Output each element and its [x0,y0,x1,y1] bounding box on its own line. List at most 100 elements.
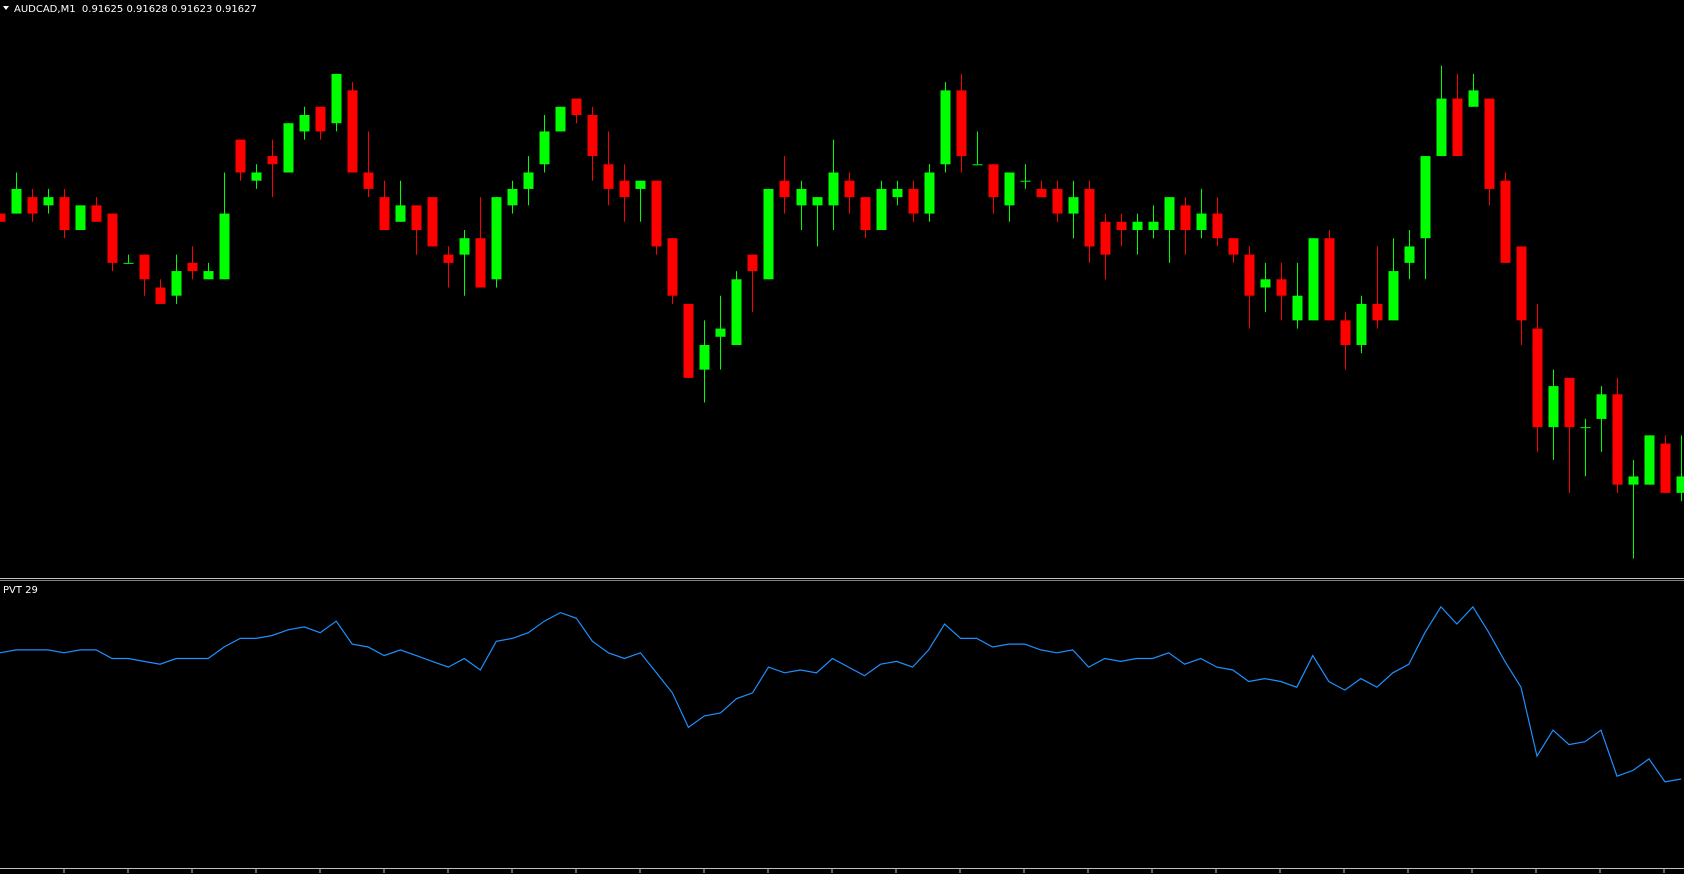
candle-body [523,172,534,189]
candle-body [203,271,214,280]
candle-body [347,90,358,173]
candle-body [1068,197,1079,214]
candle-body [1244,254,1255,296]
candle-body [1004,172,1015,206]
candle-body [155,287,166,304]
candle-body [715,328,726,337]
candle-body [1052,188,1063,214]
candle-body [1484,98,1495,189]
indicator-label: PVT 29 [3,585,38,596]
candle-body [1148,221,1159,230]
candle-body [75,205,86,230]
candle-body [411,205,422,230]
candle-body [1084,188,1095,247]
candle-body [59,197,70,230]
candle-body [796,188,807,206]
candle-body [491,197,502,280]
candle-body [828,172,839,206]
candle-body [1612,394,1623,485]
candle-body [1276,279,1287,296]
candle-body [1196,213,1207,230]
candle-body [363,172,374,189]
candle-body [0,213,6,222]
candle-body [395,205,406,222]
candle-body [1660,443,1671,493]
candle-body [1132,221,1143,230]
candle-body [667,238,678,296]
candle-body [1100,221,1111,255]
candle-body [539,131,550,165]
candle-body [587,115,598,157]
candle-body [731,279,742,345]
candle-body [1532,328,1543,428]
candle-body [779,180,790,198]
candle-body [475,238,486,288]
candle-body [1452,98,1463,157]
candle-body [1292,295,1303,321]
candle-body [43,197,54,206]
candle-body [267,156,278,165]
candle-body [1260,279,1271,288]
candle-body [1388,271,1399,321]
candle-body [1404,246,1415,263]
symbol-menu-arrow[interactable] [3,6,9,10]
candle-body [1676,476,1684,493]
candle-body [1180,205,1191,230]
candle-body [1644,435,1655,485]
candle-body [812,197,823,206]
candle-body [619,180,630,198]
candle-body [379,197,390,230]
candle-body [699,345,710,370]
candle-body [555,106,566,132]
candle-body [427,197,438,247]
candle-body [1548,386,1559,428]
candle-body [27,197,38,214]
candle-body [1324,238,1335,321]
candle-body [651,180,662,247]
candle-body [331,73,342,124]
candle-body [635,180,646,189]
candle-body [1596,394,1607,419]
candle-body [11,188,22,214]
candle-body [988,164,999,198]
candle-body [187,262,198,272]
candle-body [91,205,102,222]
candle-body [1372,303,1383,321]
candle-body [860,197,871,230]
candle-body [956,90,967,157]
candle-body [1436,98,1447,157]
candle-body [235,139,246,173]
candle-body [683,303,694,378]
candle-body [763,188,774,280]
candle-body [443,254,454,263]
candle-body [107,213,118,263]
candle-body [171,271,182,296]
candle-body [315,106,326,132]
candle-body [1468,90,1479,107]
candle-body [219,213,230,280]
candle-body [972,164,983,166]
candle-body [283,123,294,173]
candle-body [459,238,470,255]
pvt-line [0,605,1682,783]
candle-body [507,188,518,206]
candle-body [908,188,919,214]
candle-body [1500,180,1511,263]
candle-body [844,180,855,198]
candle-body [1036,188,1047,198]
candle-body [299,115,310,132]
candle-body [1516,246,1527,321]
candle-body [1228,238,1239,255]
candle-body [747,254,758,272]
candle-body [1164,197,1175,230]
candle-body [1564,377,1575,428]
candle-body [1340,320,1351,345]
candle-body [1116,221,1127,230]
candle-body [1212,213,1223,239]
candle-body [603,164,614,189]
candle-body [1628,476,1639,485]
candle-body [1356,303,1367,345]
